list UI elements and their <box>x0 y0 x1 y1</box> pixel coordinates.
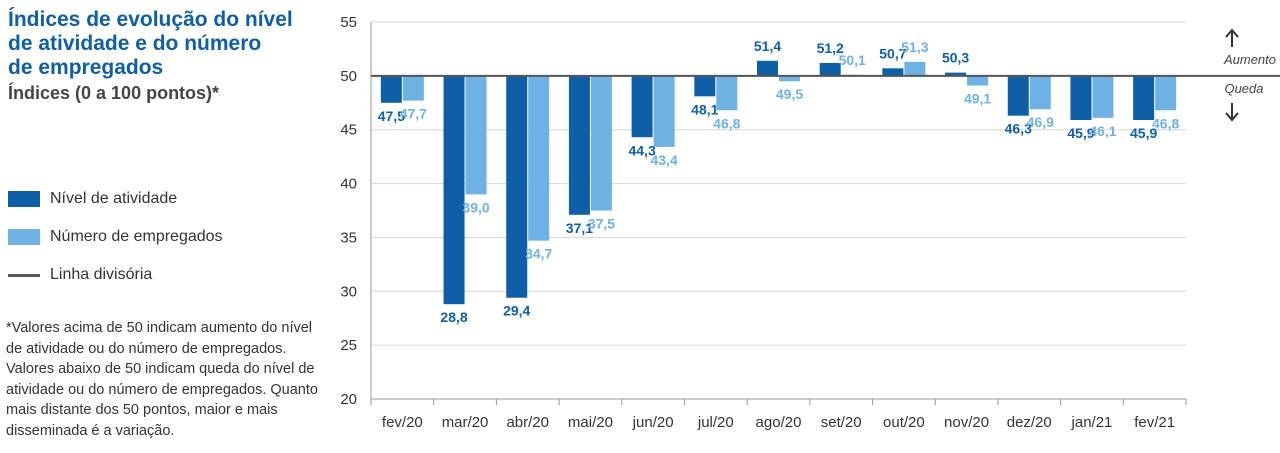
up-arrow-icon <box>1225 28 1239 47</box>
x-tick-label: nov/20 <box>944 414 989 431</box>
x-tick-label: jan/21 <box>1071 414 1113 431</box>
bar-employees <box>904 61 926 76</box>
bar-activity <box>568 75 590 215</box>
value-label-activity: 51,4 <box>754 38 781 54</box>
bar-activity <box>1070 75 1092 121</box>
value-label-employees: 46,8 <box>1152 115 1179 131</box>
axes: 20 25 30 35 40 45 50 55 fev/20 mar/20 abr/20 mai/20… <box>340 14 1280 431</box>
value-label-activity: 29,4 <box>503 303 530 319</box>
x-tick-label: jun/20 <box>632 414 674 431</box>
value-label-activity: 48,1 <box>691 101 718 117</box>
x-tick-label: abr/20 <box>506 414 549 431</box>
increase-label: Aumento <box>1223 52 1276 67</box>
bar-activity <box>631 75 653 138</box>
bar-activity <box>757 60 778 76</box>
value-label-activity: 46,3 <box>1005 121 1032 137</box>
bar-activity <box>1133 75 1155 121</box>
bar-employees <box>402 75 424 101</box>
value-label-employees: 37,5 <box>588 216 615 232</box>
x-tick-label: mar/20 <box>442 414 489 431</box>
bar-activity <box>380 75 402 103</box>
y-tick-label: 55 <box>340 14 357 31</box>
bar-employees <box>653 75 675 147</box>
value-label-activity: 47,5 <box>378 108 405 124</box>
grid-lines <box>371 21 1186 400</box>
x-tick-label: dez/20 <box>1007 414 1052 431</box>
bar-activity <box>694 75 716 97</box>
legend-label-employees: Número de empregados <box>50 228 223 245</box>
chart-subtitle: Índices (0 a 100 pontos)* <box>8 83 220 103</box>
x-tick-label: set/20 <box>821 414 862 431</box>
title-line-3: de empregados <box>8 56 164 79</box>
value-label-activity: 50,3 <box>942 50 969 66</box>
legend-item-employees: Número de empregados <box>8 218 223 256</box>
value-label-employees: 51,3 <box>901 39 928 55</box>
value-label-employees: 50,1 <box>839 52 866 68</box>
value-label-activity: 28,8 <box>440 309 467 325</box>
bars <box>380 60 1177 305</box>
legend-swatch-activity <box>8 191 40 207</box>
x-tick-label: fev/20 <box>382 414 423 431</box>
bar-activity <box>443 75 465 305</box>
value-label-employees: 34,7 <box>525 246 552 262</box>
y-tick-label: 40 <box>340 176 357 193</box>
bar-employees <box>1029 75 1051 110</box>
value-label-employees: 46,9 <box>1027 114 1054 130</box>
value-label-employees: 47,7 <box>400 106 427 122</box>
left-panel: Índices de evolução do nível de atividad… <box>8 8 328 104</box>
bar-activity <box>945 72 967 76</box>
decrease-label: Queda <box>1224 81 1263 96</box>
bar-employees <box>1092 75 1114 118</box>
bar-employees <box>590 75 612 211</box>
value-label-employees: 43,4 <box>650 152 677 168</box>
legend-swatch-employees <box>8 229 40 245</box>
bar-activity <box>1007 75 1029 116</box>
value-label-activity: 45,9 <box>1130 125 1157 141</box>
bar-employees <box>967 75 989 86</box>
chart-title: Índices de evolução do nível de atividad… <box>8 8 328 80</box>
title-line-2: de atividade e do número <box>8 32 262 55</box>
legend: Nível de atividade Número de empregados … <box>8 180 223 294</box>
value-label-employees: 46,1 <box>1089 123 1116 139</box>
bar-employees <box>465 75 487 195</box>
x-tick-label: mai/20 <box>568 414 613 431</box>
bar-activity <box>819 62 841 76</box>
y-tick-label: 35 <box>340 229 357 246</box>
side-indicators: Aumento Queda <box>1223 28 1276 122</box>
value-label-activity: 37,1 <box>566 220 593 236</box>
value-label-activity: 45,9 <box>1067 125 1094 141</box>
bar-employees <box>779 75 800 82</box>
value-label-employees: 39,0 <box>462 199 489 215</box>
y-tick-label: 30 <box>340 283 357 300</box>
legend-label-divider: Linha divisória <box>50 266 153 283</box>
value-label-employees: 46,8 <box>713 115 740 131</box>
x-tick-label: ago/20 <box>756 414 802 431</box>
down-arrow-icon <box>1225 103 1239 122</box>
bar-activity <box>506 75 528 298</box>
bar-employees <box>1155 75 1177 111</box>
x-tick-label: out/20 <box>883 414 925 431</box>
value-label-activity: 50,7 <box>879 45 906 61</box>
x-tick-label: jul/20 <box>697 414 734 431</box>
bar-activity <box>882 68 904 76</box>
legend-item-activity: Nível de atividade <box>8 180 223 218</box>
bar-employees <box>528 75 550 241</box>
bar-employees <box>716 75 738 111</box>
legend-item-divider: Linha divisória <box>8 256 223 294</box>
title-line-1: Índices de evolução do nível <box>8 8 293 31</box>
x-tick-label: fev/21 <box>1134 414 1175 431</box>
footnote: *Valores acima de 50 indicam aumento do … <box>6 320 318 439</box>
y-tick-label: 45 <box>340 122 357 139</box>
value-label-activity: 51,2 <box>817 40 844 56</box>
value-labels: 47,5 28,8 29,4 37,1 44,3 48,1 51,4 51,2 50,7 50,3… <box>378 38 1180 325</box>
legend-label-activity: Nível de atividade <box>50 190 178 207</box>
value-label-employees: 49,1 <box>964 91 991 107</box>
y-tick-label: 25 <box>340 337 357 354</box>
value-label-employees: 49,5 <box>776 86 803 102</box>
y-tick-label: 20 <box>340 391 357 408</box>
value-label-activity: 44,3 <box>628 142 655 158</box>
y-tick-label: 50 <box>340 68 357 85</box>
legend-swatch-divider <box>8 273 40 277</box>
